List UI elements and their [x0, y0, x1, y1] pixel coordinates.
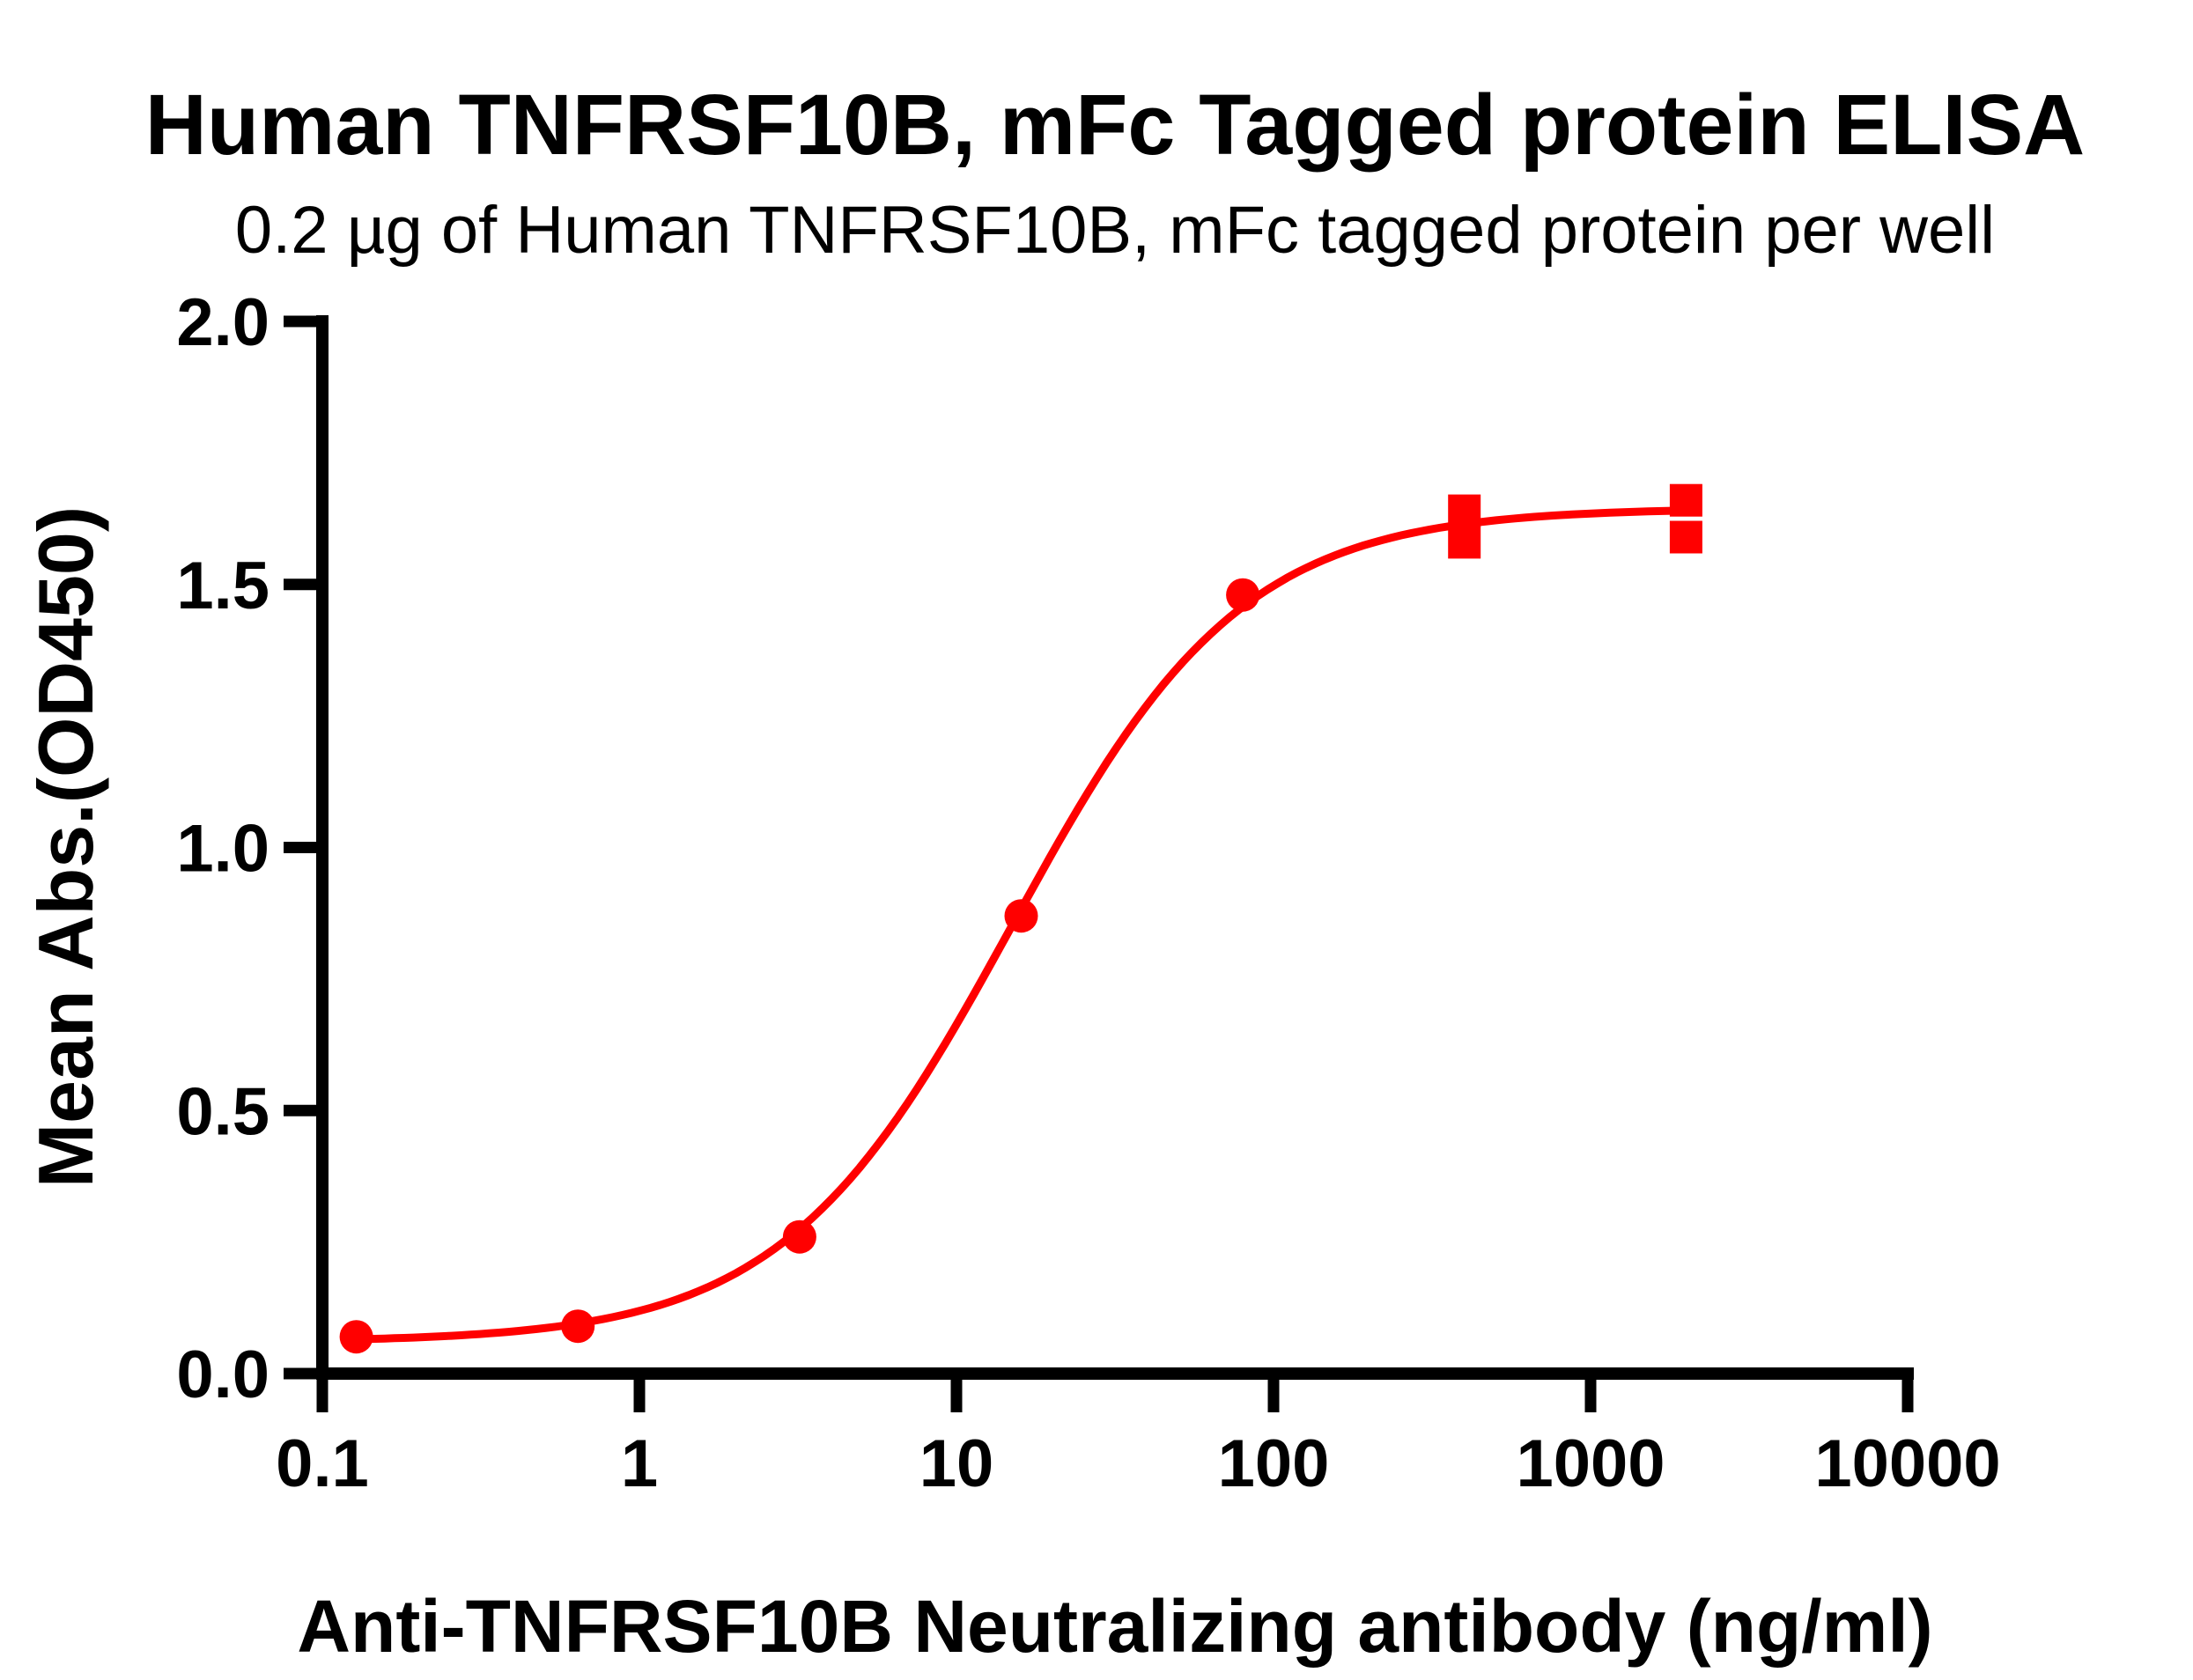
x-tick-label: 100 — [1218, 1426, 1330, 1501]
x-tick-label: 1000 — [1516, 1426, 1665, 1501]
data-point-circle — [782, 1219, 816, 1254]
data-point-circle — [1004, 899, 1038, 933]
y-axis-title: Mean Abs.(OD450) — [22, 506, 109, 1188]
data-point-circle — [561, 1309, 595, 1344]
x-tick-label: 1 — [621, 1426, 658, 1501]
data-point-circle — [1226, 578, 1260, 612]
y-tick-label: 2.0 — [176, 285, 270, 360]
axis-ticks-and-labels: 0.0 0.5 1.0 1.5 2.0 0.1 1 10 100 1000 10000 — [176, 285, 2000, 1501]
axes — [316, 315, 1914, 1380]
data-points-group — [339, 483, 1702, 1354]
x-axis-title: Anti-TNFRSF10B Neutralizing antibody (ng… — [297, 1585, 1932, 1668]
y-tick-label: 0.5 — [176, 1074, 270, 1149]
x-tick-label: 10000 — [1814, 1426, 2000, 1501]
data-point-square — [1448, 494, 1481, 527]
x-tick-label: 10 — [919, 1426, 994, 1501]
y-tick-label: 1.5 — [176, 549, 270, 623]
data-point-circle — [339, 1320, 373, 1354]
y-tick-label: 1.0 — [176, 812, 270, 887]
data-point-square — [1669, 520, 1702, 554]
chart-title: Human TNFRSF10B, mFc Tagged protein ELIS… — [145, 77, 2085, 173]
x-tick-label: 0.1 — [276, 1426, 369, 1501]
chart-subtitle: 0.2 µg of Human TNFRSF10B, mFc tagged pr… — [235, 193, 1995, 268]
y-tick-label: 0.0 — [176, 1337, 270, 1412]
data-point-square — [1448, 526, 1481, 559]
data-point-square — [1669, 483, 1702, 517]
